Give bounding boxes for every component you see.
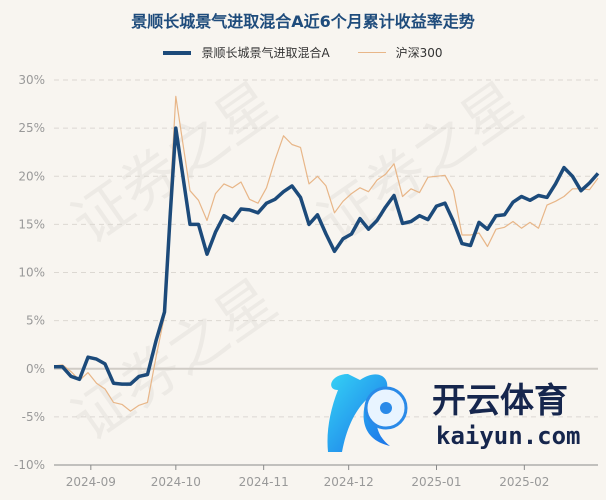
legend-swatch-csi300 — [357, 52, 386, 53]
y-tick-label: 10% — [18, 266, 45, 280]
legend: 景顺长城景气进取混合A 沪深300 — [0, 44, 606, 61]
legend-swatch-fund — [163, 50, 192, 55]
x-tick-label: 2024-09 — [66, 475, 116, 489]
y-tick-label: -10% — [14, 458, 45, 472]
x-tick-label: 2025-01 — [411, 475, 461, 489]
x-tick-label: 2024-11 — [239, 475, 289, 489]
y-tick-label: 20% — [18, 169, 45, 183]
logo-brand-url: kaiyun.com — [436, 422, 581, 450]
kaiyun-logo: 开云体育 kaiyun.com — [327, 374, 581, 452]
legend-label-csi300: 沪深300 — [395, 46, 443, 60]
x-tick-label: 2024-12 — [324, 475, 374, 489]
y-tick-label: 5% — [26, 314, 45, 328]
y-tick-label: 25% — [18, 121, 45, 135]
legend-item-fund[interactable]: 景顺长城景气进取混合A — [163, 44, 330, 61]
x-tick-label: 2025-02 — [499, 475, 549, 489]
y-tick-label: 0% — [26, 362, 45, 376]
y-tick-label: -5% — [22, 410, 45, 424]
x-tick-label: 2024-10 — [151, 475, 201, 489]
series-line-csi300 — [53, 95, 599, 412]
legend-label-fund: 景顺长城景气进取混合A — [201, 46, 330, 60]
chart-title: 景顺长城景气进取混合A近6个月累计收益率走势 — [131, 12, 475, 31]
series-line-fund — [54, 126, 600, 386]
logo-brand-cn: 开云体育 — [432, 381, 568, 421]
legend-item-csi300[interactable]: 沪深300 — [357, 44, 443, 61]
y-tick-label: 15% — [18, 217, 45, 231]
y-tick-label: 30% — [18, 73, 45, 87]
